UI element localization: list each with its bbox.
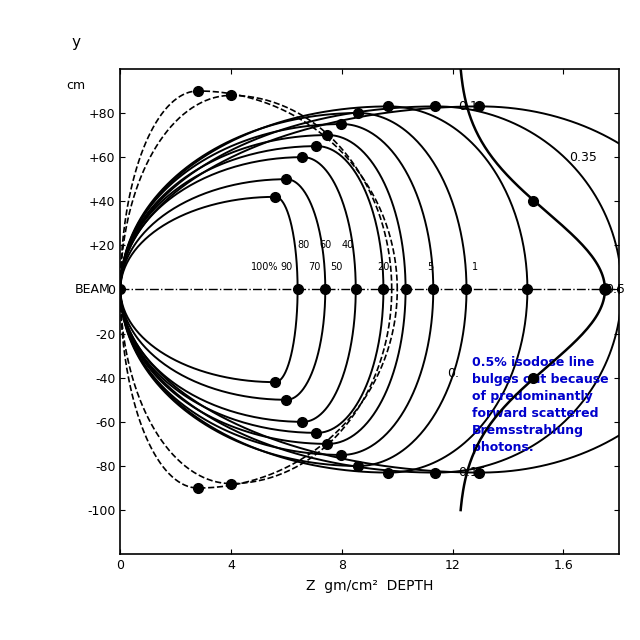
Text: BEAM: BEAM [75, 283, 111, 296]
Text: 60: 60 [319, 240, 332, 250]
Text: 40: 40 [341, 240, 353, 250]
Text: 100%: 100% [251, 262, 278, 272]
Text: 0.35: 0.35 [569, 150, 597, 164]
Text: 5: 5 [428, 262, 434, 272]
Text: 0.: 0. [447, 367, 459, 380]
Text: 0.15: 0.15 [458, 466, 486, 479]
Text: cm: cm [66, 79, 85, 92]
Text: 0.1: 0.1 [458, 100, 478, 113]
Text: 1: 1 [472, 262, 478, 272]
Text: y: y [71, 35, 80, 49]
Text: 0.5: 0.5 [605, 283, 625, 296]
Text: 0.5% isodose line
bulges out because
of predominantly
forward scattered
Bremsstr: 0.5% isodose line bulges out because of … [472, 356, 609, 454]
Text: 80: 80 [297, 240, 309, 250]
Text: 50: 50 [330, 262, 342, 272]
X-axis label: Z  gm/cm²  DEPTH: Z gm/cm² DEPTH [306, 579, 433, 593]
Text: 70: 70 [308, 262, 321, 272]
Text: 90: 90 [280, 262, 292, 272]
Text: 20: 20 [377, 262, 390, 272]
